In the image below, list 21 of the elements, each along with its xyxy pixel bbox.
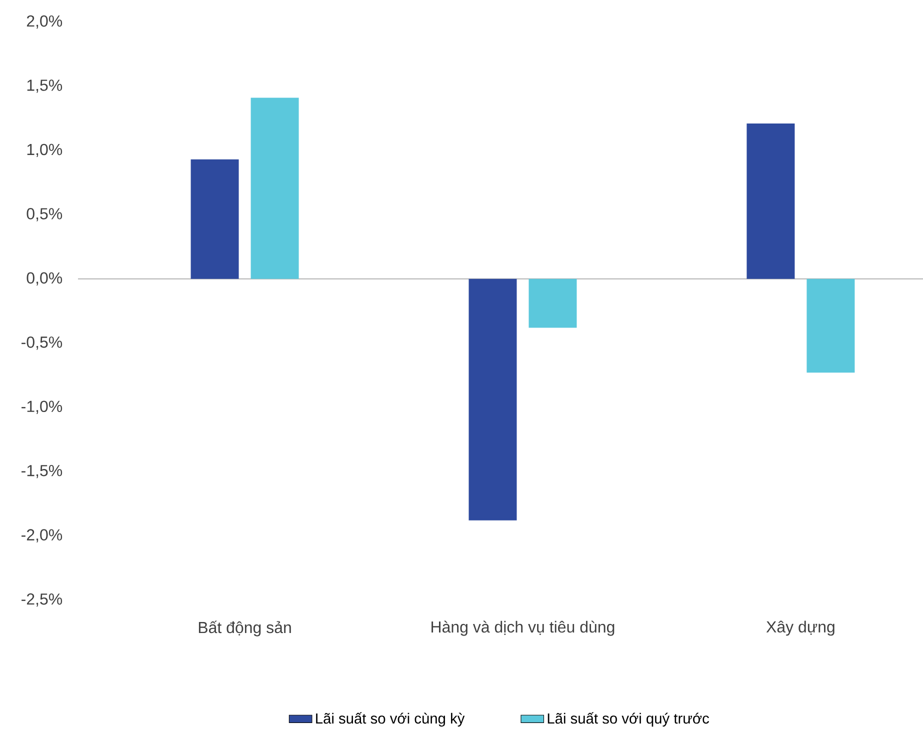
bar	[250, 98, 299, 279]
y-tick-label: -0,5%	[22, 336, 62, 350]
x-tick-label: Hàng và dịch vụ tiêu dùng	[432, 620, 614, 636]
legend-label: Lãi suất so với quý trước	[548, 712, 710, 727]
bar	[806, 278, 855, 373]
y-tick-label: 2,0%	[26, 15, 62, 29]
y-tick-label: -1,0%	[22, 400, 62, 414]
y-tick-label: 1,0%	[27, 144, 62, 158]
bar	[528, 278, 577, 328]
y-tick-label: 1,5%	[27, 80, 62, 93]
y-tick-label: -2,5%	[22, 593, 62, 607]
bar	[468, 278, 517, 520]
y-tick-label: 0,5%	[26, 208, 62, 222]
bar	[190, 159, 239, 279]
y-tick-label: -1,5%	[22, 464, 62, 478]
x-tick-label: Xây dựng	[766, 620, 834, 636]
bar	[746, 123, 795, 279]
y-tick-label: 0,0%	[26, 272, 62, 286]
legend-label: Lãi suất so với cùng kỳ	[316, 712, 465, 727]
y-tick-label: -2,0%	[22, 529, 62, 542]
x-tick-label: Bất động sản	[198, 620, 291, 636]
